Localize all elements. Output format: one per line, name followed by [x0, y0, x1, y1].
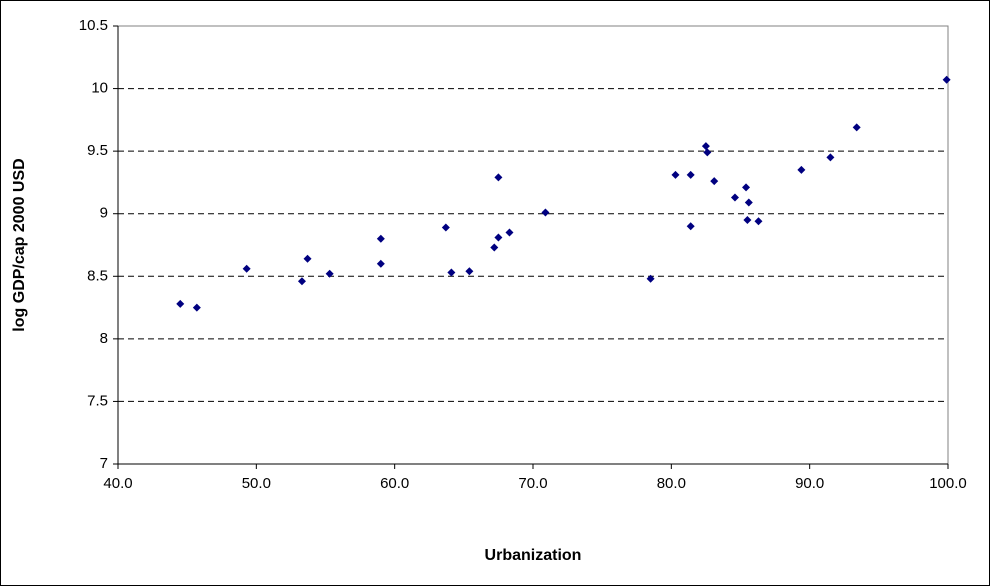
y-tick-label: 8.5: [87, 267, 108, 284]
x-tick-label: 100.0: [929, 475, 967, 492]
point: [303, 254, 312, 263]
point: [744, 198, 753, 207]
x-tick-label: 70.0: [518, 475, 547, 492]
point: [494, 233, 503, 242]
point: [701, 142, 710, 151]
point: [797, 165, 806, 174]
y-axis-title: log GDP/cap 2000 USD: [11, 158, 28, 331]
point: [376, 259, 385, 268]
y-tick-label: 9.5: [87, 142, 108, 159]
y-tick-label: 7.5: [87, 392, 108, 409]
point: [743, 215, 752, 224]
x-tick-label: 60.0: [380, 475, 409, 492]
point: [376, 234, 385, 243]
point: [852, 123, 861, 132]
x-tick-label: 40.0: [103, 475, 132, 492]
point: [742, 183, 751, 192]
y-tick-label: 9: [100, 205, 108, 222]
point: [710, 177, 719, 186]
y-tick-label: 10.5: [79, 17, 108, 34]
point: [686, 222, 695, 231]
point: [441, 223, 450, 232]
point: [297, 277, 306, 286]
y-tick-label: 7: [100, 455, 108, 472]
point: [671, 170, 680, 179]
point: [490, 243, 499, 252]
point: [541, 208, 550, 217]
point: [325, 269, 334, 278]
x-axis-title: Urbanization: [485, 547, 582, 564]
point: [494, 173, 503, 182]
point: [703, 148, 712, 157]
point: [686, 170, 695, 179]
point: [176, 299, 185, 308]
point: [242, 264, 251, 273]
point: [447, 268, 456, 277]
point: [942, 75, 951, 84]
x-tick-label: 80.0: [657, 475, 686, 492]
point: [646, 274, 655, 283]
point: [730, 193, 739, 202]
point: [826, 153, 835, 162]
x-tick-label: 90.0: [795, 475, 824, 492]
y-tick-label: 8: [100, 330, 108, 347]
point: [505, 228, 514, 237]
point: [465, 267, 474, 276]
point: [754, 217, 763, 226]
point: [192, 303, 201, 312]
x-tick-label: 50.0: [242, 475, 271, 492]
y-tick-label: 10: [91, 80, 108, 97]
plot-area: [117, 25, 949, 465]
